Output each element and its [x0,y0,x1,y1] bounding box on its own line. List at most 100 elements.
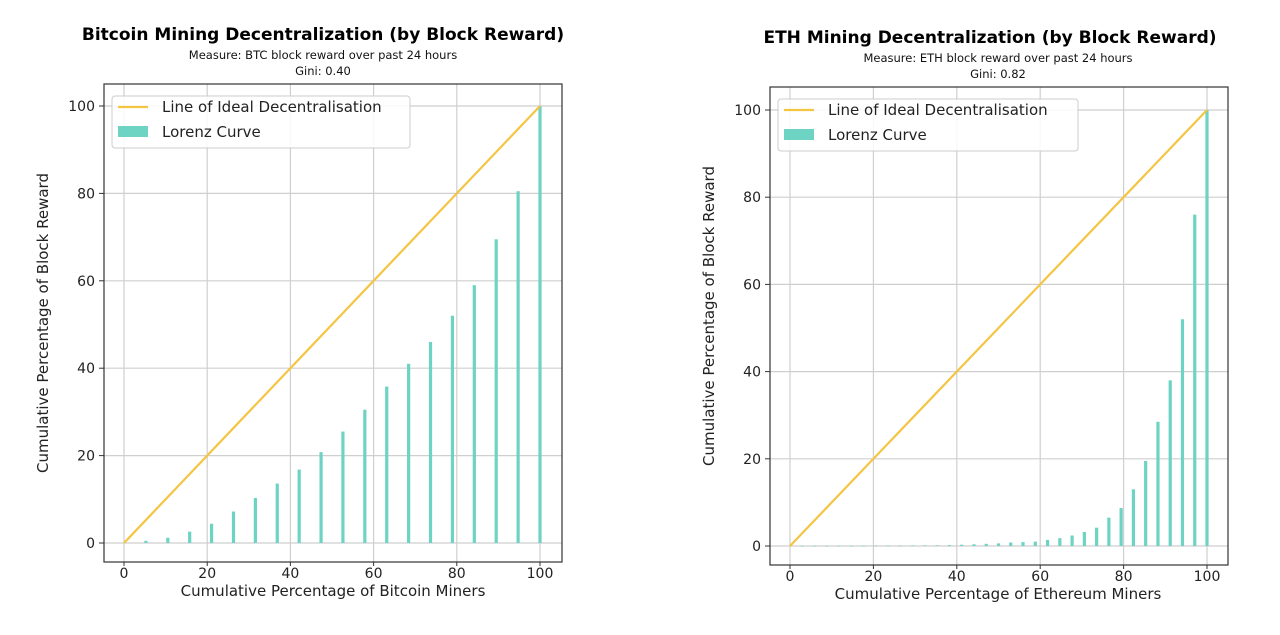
chart-subtitle: Measure: ETH block reward over past 24 h… [863,51,1132,65]
lorenz-bar [911,545,915,547]
y-tick-label: 40 [743,365,761,381]
lorenz-bar [1193,214,1197,546]
lorenz-bar [144,540,148,543]
x-axis-label: Cumulative Percentage of Bitcoin Miners [181,582,486,600]
lorenz-bar [996,543,1001,546]
lorenz-bar [1180,319,1185,546]
lorenz-bar [825,545,829,547]
lorenz-bar [1131,489,1135,546]
lorenz-bar [166,537,170,543]
lorenz-bar [935,545,939,546]
lorenz-bar [297,469,301,543]
plot-area: 0 20 40 60 80 100 0 20 40 60 80 100 [68,83,563,582]
lorenz-bar [275,483,279,543]
x-tick-label: 80 [448,566,466,582]
y-tick-label: 0 [752,539,761,555]
lorenz-bar [972,544,976,546]
x-tick-label: 40 [948,569,966,585]
lorenz-bar [849,545,853,547]
x-axis-label: Cumulative Percentage of Ethereum Miners [835,585,1162,603]
lorenz-bar [862,545,866,547]
legend-label-ideal: Line of Ideal Decentralisation [828,101,1048,119]
legend-swatch-lorenz [118,126,148,137]
lorenz-bar [1168,380,1172,546]
lorenz-bar [231,511,236,543]
lorenz-bar [1119,508,1123,546]
y-tick-label: 100 [734,103,761,119]
x-tick-label: 20 [198,566,216,582]
axes-frame [103,83,563,563]
lorenz-bar [253,497,257,543]
lorenz-bar [960,544,964,546]
lorenz-bar [1021,542,1025,546]
eth-chart: 0 20 40 60 80 100 0 20 40 60 80 100 ETH Mining Dece… [700,28,1229,603]
lorenz-bar [1156,421,1160,546]
lorenz-bar [1070,535,1074,546]
lorenz-bar [341,431,345,543]
legend-box [111,95,411,149]
lorenz-bar [1009,542,1013,546]
lorenz-bar [363,409,367,543]
lorenz-bar [407,363,411,543]
lorenz-bar [1107,517,1111,546]
btc-chart: 0 20 40 60 80 100 0 20 40 60 80 100 Bitcoin Mining … [34,25,564,600]
y-tick-label: 0 [86,536,95,552]
legend-box [777,98,1079,152]
y-tick-label: 80 [77,186,95,202]
y-axis-label: Cumulative Percentage of Block Reward [700,166,718,466]
chart-subtitle: Measure: BTC block reward over past 24 h… [189,48,457,62]
y-tick-label: 80 [743,190,761,206]
lorenz-bar [923,545,927,546]
lorenz-bar [450,315,455,543]
legend-label-lorenz: Lorenz Curve [828,126,927,144]
gini-label: Gini: 0.40 [295,64,351,78]
chart-title: Bitcoin Mining Decentralization (by Bloc… [82,25,564,45]
axes-frame [769,86,1229,566]
y-tick-label: 100 [68,99,95,115]
lorenz-bar [898,545,902,547]
lorenz-bar [1045,539,1050,546]
lorenz-bar [800,545,804,547]
lorenz-bar [494,239,498,543]
lorenz-bar [874,545,878,547]
x-tick-label: 40 [281,566,299,582]
legend-swatch-lorenz [784,129,814,140]
legend-label-lorenz: Lorenz Curve [162,123,261,141]
lorenz-bar [472,285,476,543]
y-tick-label: 20 [743,452,761,468]
x-tick-label: 0 [786,569,795,585]
y-tick-label: 40 [77,361,95,377]
lorenz-bar [428,341,433,543]
lorenz-bar [385,386,389,543]
x-tick-label: 60 [1031,569,1049,585]
lorenz-bar [984,543,988,546]
lorenz-bar [1205,110,1209,546]
lorenz-bar [319,452,323,543]
lorenz-bar [1144,460,1148,546]
lorenz-bar [1095,527,1099,546]
x-tick-label: 0 [120,566,129,582]
x-tick-label: 100 [527,566,554,582]
lorenz-bar [812,545,817,547]
x-tick-label: 60 [365,566,383,582]
lorenz-bar [516,191,520,543]
lorenz-bar [188,531,192,543]
lorenz-bar [1082,532,1086,546]
legend-label-ideal: Line of Ideal Decentralisation [162,98,382,116]
ideal-line [789,109,1208,547]
chart-title: ETH Mining Decentralization (by Block Re… [763,28,1216,48]
plot-area: 0 20 40 60 80 100 0 20 40 60 80 100 [734,86,1229,585]
lorenz-bar [538,106,542,543]
y-axis-label: Cumulative Percentage of Block Reward [34,173,52,473]
gini-label: Gini: 0.82 [970,67,1026,81]
y-tick-label: 60 [77,274,95,290]
x-tick-label: 80 [1115,569,1133,585]
lorenz-bar [1033,541,1037,546]
x-tick-label: 100 [1194,569,1221,585]
lorenz-bar [209,523,214,543]
y-tick-label: 20 [77,449,95,465]
lorenz-bar [837,545,841,547]
ideal-line [123,105,541,544]
lorenz-bar [947,545,952,546]
